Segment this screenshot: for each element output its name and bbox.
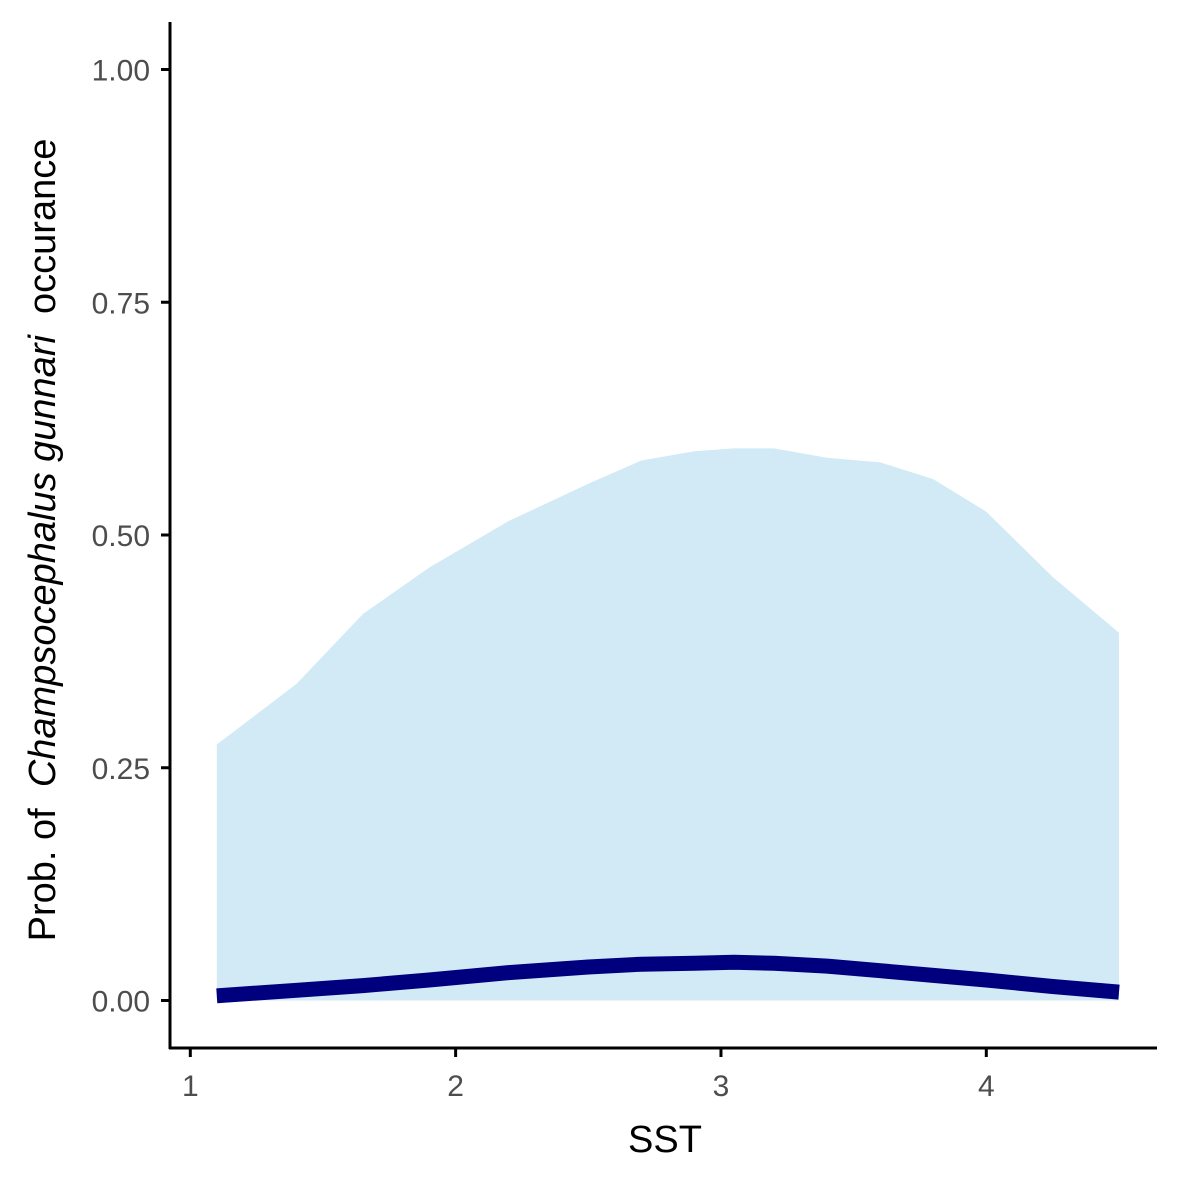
y-title-species: Champsocephalus gunnari: [22, 334, 64, 788]
y-tick-label: 0.50: [92, 520, 150, 553]
x-tick-label: 4: [978, 1070, 995, 1103]
y-tick-label: 0.25: [92, 753, 150, 786]
y-tick-label: 1.00: [92, 55, 150, 88]
x-axis-title: SST: [628, 1119, 702, 1161]
axes: 0.00 0.25 0.50 0.75 1.00 1 2 3 4: [92, 22, 1157, 1103]
confidence-ribbon: [216, 448, 1120, 1001]
y-tick-label: 0.75: [92, 287, 150, 320]
y-axis-title: Prob. of Champsocephalus gunnari occuran…: [22, 139, 64, 942]
y-title-prefix: Prob. of: [22, 787, 64, 941]
x-tick-label: 1: [182, 1070, 199, 1103]
probability-line: [216, 954, 1120, 1004]
x-tick-label: 2: [447, 1070, 464, 1103]
y-tick-label: 0.00: [92, 986, 150, 1019]
plot-area: [216, 448, 1120, 1004]
x-tick-label: 3: [713, 1070, 730, 1103]
y-title-suffix: occurance: [22, 139, 64, 335]
